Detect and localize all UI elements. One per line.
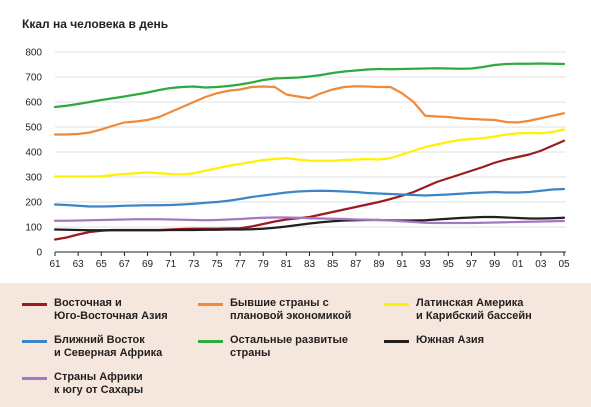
x-tick-label: 81 (281, 259, 293, 270)
legend-item-east-asia: Восточная и Юго-Восточная Азия (22, 297, 168, 323)
x-tick-label: 73 (188, 259, 200, 270)
y-tick-label: 600 (25, 98, 42, 109)
legend-swatch (22, 377, 47, 380)
chart-title: Ккал на человека в день (22, 17, 169, 31)
legend-item-sub-saharan-africa: Страны Африки к югу от Сахары (22, 371, 143, 397)
y-tick-label: 0 (36, 248, 42, 259)
x-tick-label: 01 (512, 259, 524, 270)
y-tick-label: 800 (25, 48, 42, 59)
legend-label: Южная Азия (416, 334, 485, 346)
x-tick-label: 89 (373, 259, 385, 270)
x-tick-label: 83 (304, 259, 316, 270)
legend-item-middle-east: Ближний Восток и Северная Африка (22, 334, 162, 360)
chart-panel: 0 100 200 300 400 500 600 700 800 61 63 65 67 69 71 73 7… (0, 0, 591, 283)
legend-label: Латинская Америка и Карибский бассейн (416, 297, 532, 322)
x-tick-label: 61 (49, 259, 61, 270)
legend-label: Восточная и Юго-Восточная Азия (54, 297, 168, 322)
y-tick-label: 300 (25, 173, 42, 184)
x-tick-label: 75 (211, 259, 223, 270)
legend-label: Страны Африки к югу от Сахары (54, 371, 144, 396)
x-tick-label: 79 (258, 259, 270, 270)
legend-swatch (22, 340, 47, 343)
x-tick-label: 63 (73, 259, 85, 270)
x-tick-label: 91 (396, 259, 408, 270)
x-tick-label: 67 (119, 259, 131, 270)
series-line (53, 128, 566, 178)
y-tick-label: 700 (25, 73, 42, 84)
x-tick-label: 69 (142, 259, 154, 270)
x-tick-label: 93 (420, 259, 432, 270)
y-tick-label: 200 (25, 198, 42, 209)
x-tick-label: 03 (535, 259, 547, 270)
y-tick-label: 500 (25, 123, 42, 134)
y-tick-label: 100 (25, 223, 42, 234)
x-tick-label: 65 (96, 259, 108, 270)
x-tick-label: 77 (235, 259, 247, 270)
series-line (53, 216, 566, 225)
legend-label: Ближний Восток и Северная Африка (54, 334, 163, 359)
series-line (53, 187, 566, 208)
legend-swatch (384, 340, 409, 343)
legend-swatch (198, 340, 223, 343)
legend-swatch (384, 303, 409, 306)
legend-label: Остальные развитые страны (230, 334, 349, 359)
legend-swatch (22, 303, 47, 306)
series-line (53, 85, 566, 136)
legend: Восточная и Юго-Восточная Азия Бывшие ст… (0, 283, 591, 407)
legend-item-former-planned: Бывшие страны с плановой экономикой (198, 297, 351, 323)
x-tick-label: 05 (558, 259, 570, 270)
line-chart: 0 100 200 300 400 500 600 700 800 61 63 65 67 69 71 73 7… (25, 48, 570, 271)
x-tick-label: 99 (489, 259, 501, 270)
x-tick-label: 71 (165, 259, 177, 270)
y-tick-label: 400 (25, 148, 42, 159)
series-line (53, 62, 566, 109)
legend-item-south-asia: Южная Азия (384, 334, 484, 347)
x-tick-label: 87 (350, 259, 362, 270)
legend-label: Бывшие страны с плановой экономикой (230, 297, 352, 322)
x-tick-label: 97 (466, 259, 478, 270)
series-line (53, 215, 566, 232)
legend-item-latin-america: Латинская Америка и Карибский бассейн (384, 297, 532, 323)
x-tick-label: 85 (327, 259, 339, 270)
x-tick-label: 95 (443, 259, 455, 270)
legend-item-other-developed: Остальные развитые страны (198, 334, 348, 360)
legend-swatch (198, 303, 223, 306)
